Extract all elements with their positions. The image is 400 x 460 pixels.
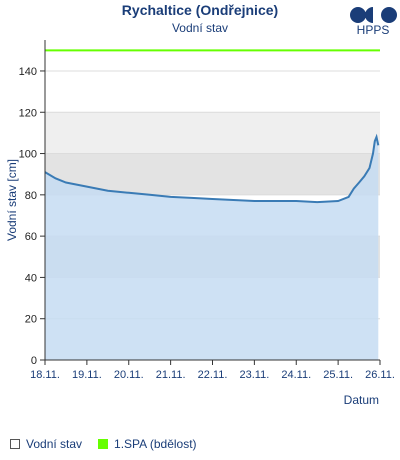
x-tick-label: 22.11. — [198, 369, 228, 381]
plot-band — [45, 112, 380, 154]
x-tick-label: 26.11. — [365, 369, 395, 381]
chart-title: Rychaltice (Ondřejnice) — [121, 2, 279, 18]
x-tick-label: 18.11. — [30, 369, 60, 381]
y-tick-label: 0 — [31, 355, 37, 367]
legend-item-spa1[interactable]: 1.SPA (bdělost) — [98, 437, 197, 451]
water-level-line — [44, 133, 380, 204]
chart-subtitle: Vodní stav — [171, 21, 229, 35]
hpps-logo-icon — [350, 7, 397, 23]
y-tick-label: 40 — [25, 272, 37, 284]
legend-label: 1.SPA (bdělost) — [114, 437, 197, 451]
legend: Vodní stav 1.SPA (bdělost) — [10, 437, 213, 451]
x-tick-label: 20.11. — [114, 369, 144, 381]
legend-item-water-level[interactable]: Vodní stav — [10, 437, 82, 451]
x-axis-title: Datum — [344, 393, 379, 407]
y-axis-title: Vodní stav [cm] — [5, 159, 19, 241]
x-tick-label: 21.11. — [156, 369, 186, 381]
legend-swatch-water-level — [10, 439, 20, 449]
water-level-area — [45, 137, 379, 360]
y-tick-label: 60 — [25, 231, 37, 243]
water-level-chart: 0 20 40 60 80 100 120 140 18.11. 19.11. 20.11. 21.1… — [5, 40, 395, 407]
y-tick-label: 80 — [25, 190, 37, 202]
x-tick-label: 23.11. — [239, 369, 269, 381]
x-tick-label: 24.11. — [281, 369, 311, 381]
x-tick-label: 19.11. — [72, 369, 102, 381]
y-tick-label: 140 — [19, 66, 37, 78]
y-tick-label: 120 — [19, 107, 37, 119]
y-tick-label: 100 — [19, 149, 37, 161]
legend-swatch-spa1 — [98, 439, 109, 449]
logo-text: HPPS — [356, 23, 390, 37]
legend-label: Vodní stav — [26, 437, 83, 451]
plot-band — [45, 153, 380, 195]
hpps-logo: HPPS — [346, 6, 400, 40]
y-tick-label: 20 — [25, 314, 37, 326]
x-tick-label: 25.11. — [323, 369, 353, 381]
